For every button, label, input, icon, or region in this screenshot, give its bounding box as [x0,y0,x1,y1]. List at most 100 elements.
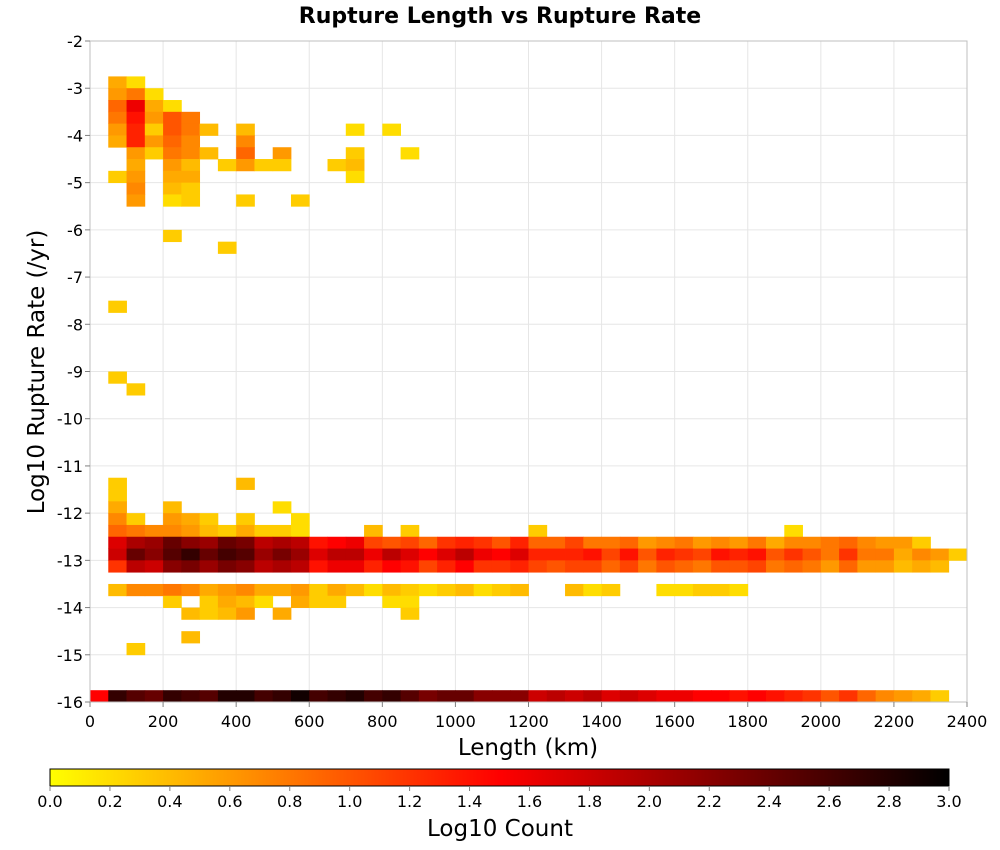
heatmap-cell [766,690,785,703]
heatmap-cell [163,182,182,195]
heatmap-cell [327,536,347,549]
heatmap-cell [875,548,895,561]
heatmap-cell [236,135,255,148]
heatmap-cell [309,583,328,597]
heatmap-cell [565,536,584,549]
x-tick-label: 2400 [947,712,988,731]
heatmap-cell [510,560,529,573]
heatmap-cell [692,583,712,597]
heatmap-cell [473,690,493,703]
heatmap-cell [400,548,420,561]
heatmap-cell [108,371,127,384]
heatmap-cell [400,560,420,573]
heatmap-cell [126,583,146,597]
heatmap-cell [528,524,548,538]
heatmap-cell [236,194,255,207]
heatmap-cell [327,595,347,608]
heatmap-cell [181,631,201,644]
heatmap-cell [491,536,511,549]
heatmap-cell [126,147,146,160]
x-tick-label: 1400 [581,712,622,731]
heatmap-cell [875,560,895,573]
heatmap-cell [766,536,785,549]
heatmap-cell [528,560,548,573]
heatmap-cell [638,690,657,703]
heatmap-cell [491,583,511,597]
heatmap-cell [126,524,146,538]
heatmap-cell [108,536,127,549]
heatmap-cell [181,194,201,207]
heatmap-cell [839,548,858,561]
heatmap-cell [309,536,328,549]
heatmap-cell [254,548,274,561]
heatmap-cell [163,536,182,549]
heatmap-cell [126,170,146,184]
heatmap-cell [437,583,456,597]
heatmap-cell [163,194,182,207]
heatmap-cell [382,690,402,703]
heatmap-cell [181,182,201,195]
heatmap-cell [345,147,365,160]
heatmap-cell [912,548,931,561]
heatmap-cell [656,583,676,597]
heatmap-cell [163,111,182,125]
heatmap-cell [656,548,676,561]
heatmap-cell [418,583,438,597]
heatmap-cell [217,560,237,573]
colorbar-tick-label: 2.4 [756,792,781,811]
heatmap-cell [126,123,146,136]
heatmap-cell [309,548,328,561]
heatmap-cell [510,690,529,703]
heatmap-cell [144,690,164,703]
heatmap-cell [181,690,201,703]
heatmap-cell [455,536,475,549]
heatmap-cell [656,536,676,549]
heatmap-cell [400,595,420,608]
heatmap-cell [857,548,877,561]
heatmap-cell [126,194,146,207]
heatmap-cell [802,548,822,561]
heatmap-cell [108,88,127,101]
heatmap-cell [236,159,255,172]
heatmap-cell [236,536,255,549]
heatmap-cell [126,135,146,148]
heatmap-cell [875,536,895,549]
heatmap-cell [163,583,182,597]
heatmap-cell [491,560,511,573]
colorbar-tick-label: 0.2 [97,792,122,811]
heatmap-cell [108,100,127,113]
heatmap-cell [272,548,292,561]
heatmap-cell [437,548,456,561]
heatmap-cell [144,524,164,538]
heatmap-cell [217,690,237,703]
x-tick-label: 1600 [654,712,695,731]
heatmap-cell [327,690,347,703]
heatmap-cell [272,147,292,160]
colorbar-tick-label: 1.6 [517,792,542,811]
heatmap-cell [254,583,274,597]
heatmap-cell [455,548,475,561]
heatmap-cell [290,524,310,538]
heatmap-cell [875,690,895,703]
heatmap-cell [217,548,237,561]
heatmap-cell [236,147,255,160]
y-axis-label: Log10 Rupture Rate (/yr) [24,230,50,515]
heatmap-cell [108,477,127,490]
heatmap-cell [546,690,566,703]
colorbar-ticks: 0.0 0.2 0.4 0.6 0.8 1.0 1.2 1.4 1.6 1.8 2.0 2.2 2.4 2… [37,786,962,811]
heatmap-cell [893,690,913,703]
heatmap-cell [692,548,712,561]
heatmap-cell [254,560,274,573]
heatmap-cell [217,159,237,172]
heatmap-cell [400,607,420,620]
heatmap-cell [254,524,274,538]
y-tick-label: -3 [67,79,83,98]
heatmap-cell [583,536,602,549]
heatmap-cell [126,88,146,101]
y-tick-label: -16 [57,693,83,712]
heatmap-cell [108,135,127,148]
colorbar-tick-label: 3.0 [936,792,961,811]
heatmap-cell [181,159,201,172]
heatmap-cell [711,690,730,703]
